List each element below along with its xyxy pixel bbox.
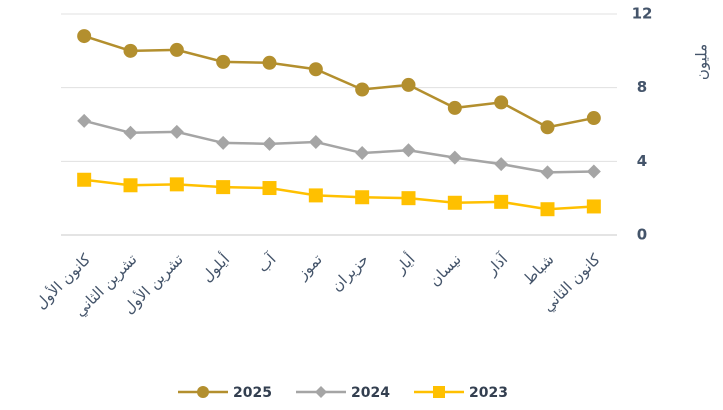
- x-tick-label: أيار: [390, 250, 418, 278]
- series-line: [84, 178, 594, 211]
- x-tick-label: تموز: [293, 250, 326, 283]
- series-line: [83, 119, 594, 174]
- series: [77, 113, 601, 180]
- marker: [308, 188, 323, 203]
- marker: [586, 111, 601, 126]
- legend-label: 2023: [469, 385, 508, 401]
- marker: [262, 136, 277, 151]
- legend-item: 2024: [296, 385, 390, 401]
- marker: [401, 191, 416, 206]
- marker: [262, 181, 277, 196]
- marker: [355, 190, 370, 205]
- y-tick-label: 4: [637, 152, 647, 170]
- marker: [123, 125, 138, 140]
- x-tick-label: حزيران: [327, 250, 372, 295]
- marker: [586, 164, 601, 179]
- marker: [169, 42, 184, 57]
- y-axis-label: مليون: [693, 44, 711, 80]
- marker: [494, 194, 509, 209]
- x-tick-label: شباط: [520, 250, 558, 288]
- marker: [540, 165, 555, 180]
- marker: [586, 199, 601, 214]
- marker: [216, 54, 231, 69]
- legend-label: 2024: [351, 385, 390, 401]
- marker: [540, 120, 555, 135]
- series: [77, 29, 601, 135]
- marker: [540, 202, 555, 217]
- marker: [308, 134, 323, 149]
- legend-item: 2025: [178, 385, 272, 401]
- marker: [315, 386, 327, 398]
- series-line: [83, 34, 595, 129]
- marker: [123, 43, 138, 58]
- marker: [433, 386, 445, 398]
- marker: [355, 82, 370, 97]
- y-tick-label: 0: [637, 226, 647, 244]
- marker: [216, 135, 231, 150]
- legend-item: 2023: [414, 385, 508, 401]
- x-tick-label: نيسان: [425, 250, 464, 289]
- marker: [77, 29, 92, 44]
- marker: [447, 195, 462, 210]
- marker: [169, 124, 184, 139]
- y-tick-label: 12: [632, 5, 653, 23]
- marker: [77, 172, 92, 187]
- marker: [447, 150, 462, 165]
- marker: [401, 143, 416, 158]
- marker: [355, 146, 370, 161]
- marker: [401, 77, 416, 92]
- x-tick-label: آذار: [482, 250, 512, 280]
- marker: [447, 100, 462, 115]
- x-tick-label: أيلول: [197, 250, 233, 286]
- marker: [494, 157, 509, 172]
- legend-label: 2025: [233, 385, 272, 401]
- marker: [169, 177, 184, 192]
- x-tick-label: آب: [254, 250, 280, 276]
- marker: [308, 62, 323, 77]
- marker: [77, 113, 92, 128]
- series: [77, 172, 601, 217]
- marker: [123, 178, 138, 193]
- y-tick-label: 8: [637, 78, 647, 96]
- marker: [494, 95, 509, 110]
- marker: [197, 386, 209, 398]
- marker: [262, 55, 277, 70]
- marker: [216, 180, 231, 195]
